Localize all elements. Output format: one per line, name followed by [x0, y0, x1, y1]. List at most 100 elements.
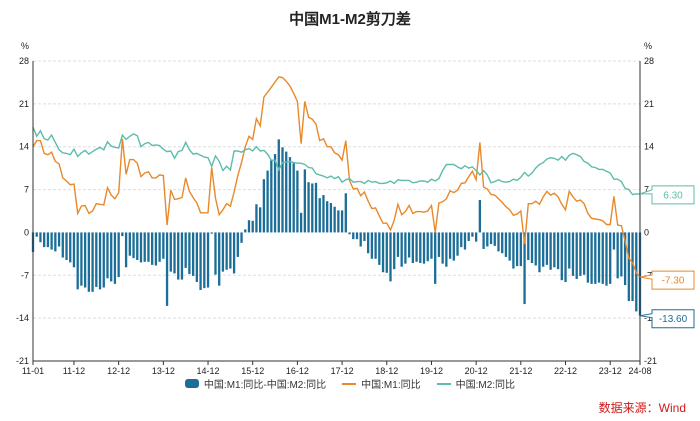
x-tick-label: 21-12	[509, 366, 532, 376]
bar-diff	[270, 159, 273, 233]
bar-diff	[214, 232, 217, 275]
x-tick-label: 12-12	[107, 366, 130, 376]
bar-diff	[586, 232, 590, 283]
last-value-callout-m2	[639, 185, 695, 205]
bar-diff	[355, 232, 359, 240]
bar-diff	[571, 232, 575, 276]
bar-diff	[61, 232, 64, 258]
legend-item-m2[interactable]: 中国:M2:同比	[436, 376, 515, 391]
bar-diff	[240, 232, 243, 243]
y-tick-label-left: -14	[16, 313, 29, 323]
bar-diff	[549, 232, 552, 270]
bar-diff	[605, 232, 608, 286]
x-tick-label: 18-12	[375, 366, 398, 376]
bar-diff	[445, 232, 448, 267]
y-tick-label-right: 7	[644, 185, 649, 195]
bar-diff	[180, 232, 184, 280]
bar-diff	[311, 183, 314, 233]
bar-diff	[281, 147, 284, 233]
bar-diff	[244, 229, 247, 233]
bar-diff	[590, 232, 593, 284]
bar-diff	[508, 232, 511, 261]
bar-diff	[162, 232, 165, 259]
bar-diff	[322, 195, 325, 233]
bar-diff	[489, 232, 493, 245]
bar-diff	[128, 232, 131, 256]
bar-diff	[251, 220, 254, 233]
chart-title: 中国M1-M2剪刀差	[289, 11, 411, 28]
bar-diff	[43, 232, 46, 248]
bar-diff	[363, 232, 366, 241]
bar-diff	[57, 232, 61, 247]
bar-diff	[318, 198, 321, 233]
bar-diff	[627, 232, 630, 301]
bar-diff	[594, 232, 597, 284]
bar-diff	[530, 232, 534, 264]
bar-diff	[545, 232, 549, 265]
line-m2	[32, 126, 640, 196]
bar-diff	[430, 232, 433, 259]
bar-diff	[225, 232, 228, 270]
bar-diff	[352, 232, 355, 240]
y-tick-label-left: 7	[24, 185, 29, 195]
bar-diff	[273, 154, 277, 233]
bar-diff	[102, 232, 105, 288]
y-unit-left: %	[21, 41, 29, 51]
bar-diff	[158, 232, 161, 262]
x-tick-label: 16-12	[286, 366, 309, 376]
bar-diff	[631, 232, 634, 301]
bar-diff	[203, 232, 206, 289]
bar-diff	[542, 232, 545, 267]
bar-diff	[348, 232, 351, 235]
bar-diff	[277, 139, 280, 233]
bar-diff	[106, 232, 109, 279]
y-tick-label-left: 21	[19, 99, 29, 109]
x-tick-label: 24-08	[628, 366, 651, 376]
source-note: 数据来源：Wind	[598, 401, 686, 415]
bar-diff	[456, 232, 459, 256]
legend-swatch-m2	[436, 382, 451, 385]
bar-diff	[612, 232, 616, 250]
x-tick-label: 14-12	[197, 366, 220, 376]
bar-diff	[154, 232, 158, 266]
bar-diff	[151, 232, 154, 265]
bar-diff	[236, 232, 239, 257]
bar-diff	[165, 232, 169, 306]
bar-diff	[173, 232, 176, 274]
bar-diff	[184, 232, 187, 268]
bar-diff	[80, 232, 83, 286]
bar-diff	[292, 163, 295, 233]
bar-diff	[463, 232, 467, 250]
x-tick-label: 20-12	[465, 366, 488, 376]
bar-diff	[381, 232, 385, 273]
bar-diff	[147, 232, 150, 262]
last-value-callout-diff	[639, 309, 695, 329]
bar-diff	[568, 232, 571, 269]
bar-diff	[422, 232, 426, 264]
bar-diff	[616, 232, 619, 279]
bar-diff	[255, 204, 258, 233]
bar-diff	[247, 220, 251, 233]
legend-swatch-m1	[342, 382, 357, 385]
bar-diff	[411, 232, 414, 264]
bar-diff	[288, 157, 292, 233]
bar-diff	[497, 232, 500, 252]
bar-diff	[385, 232, 388, 273]
bar-diff	[87, 232, 91, 292]
bar-diff	[504, 232, 508, 257]
bar-diff	[474, 232, 478, 242]
bar-diff	[177, 232, 180, 280]
bar-diff	[426, 232, 429, 262]
bar-diff	[344, 193, 347, 233]
y-tick-label-right: 28	[644, 56, 654, 66]
bar-diff	[560, 232, 563, 281]
bar-diff	[121, 232, 124, 237]
bar-diff	[623, 232, 627, 286]
bar-diff	[195, 232, 199, 283]
bar-diff	[415, 232, 418, 262]
legend-item-m1[interactable]: 中国:M1:同比	[342, 376, 421, 391]
bar-diff	[72, 232, 76, 268]
legend-item-diff[interactable]: 中国:M1:同比-中国:M2:同比	[184, 376, 326, 391]
bar-diff	[132, 232, 135, 259]
